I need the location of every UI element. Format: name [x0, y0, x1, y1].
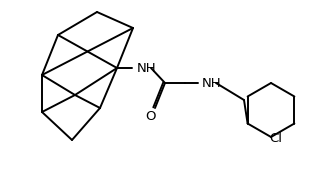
- Text: NH: NH: [202, 77, 222, 89]
- Text: O: O: [146, 110, 156, 122]
- Text: NH: NH: [137, 62, 157, 74]
- Text: Cl: Cl: [269, 132, 282, 145]
